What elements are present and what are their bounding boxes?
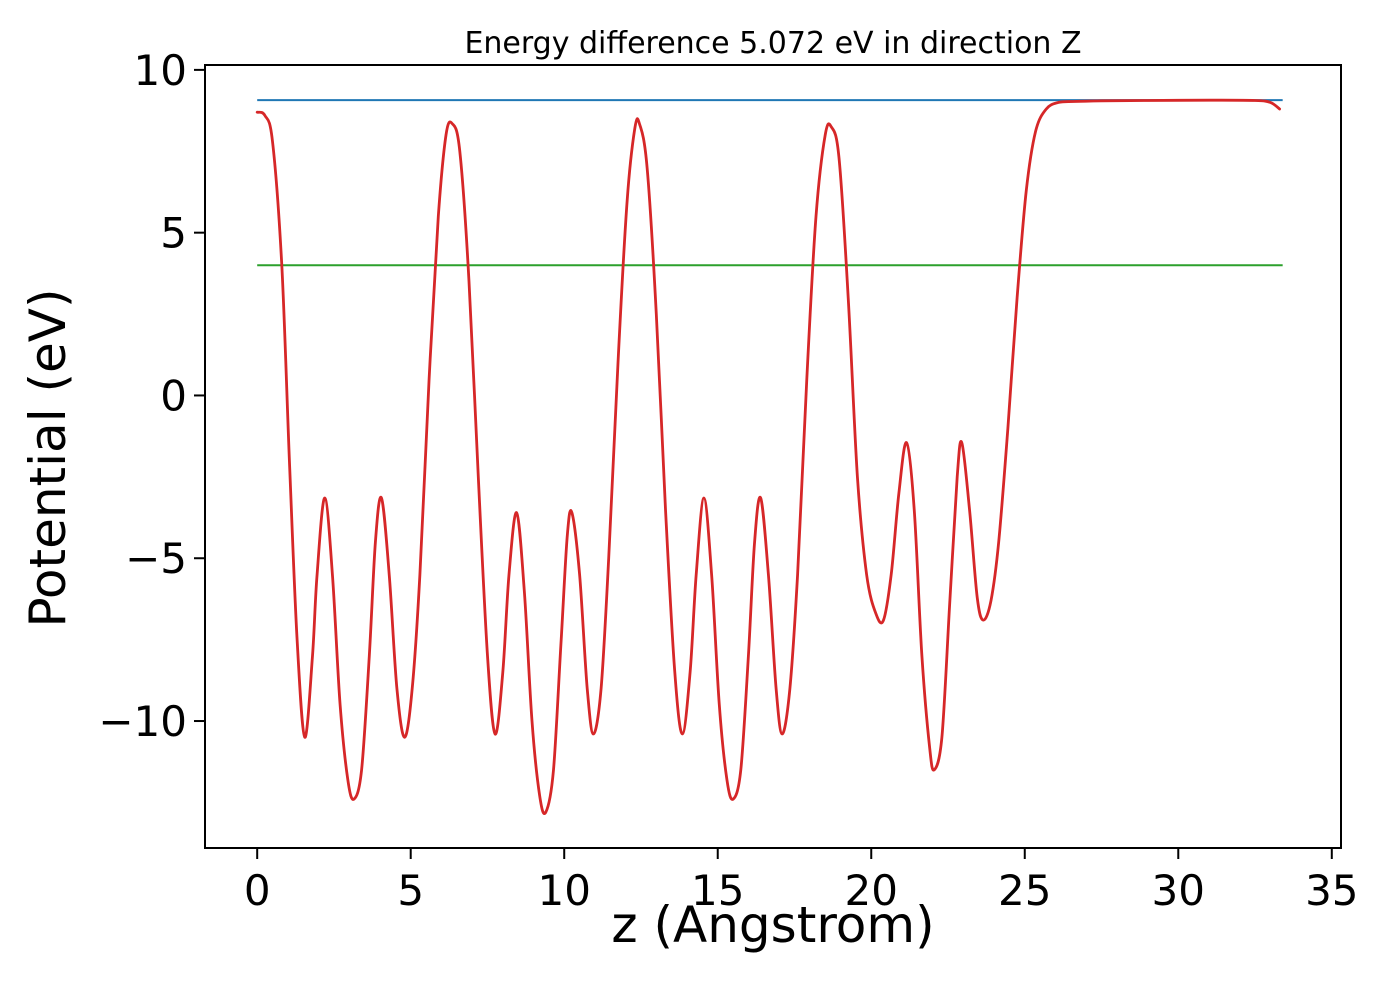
data-layer bbox=[255, 98, 1283, 816]
x-axis-label: z (Angstrom) bbox=[611, 896, 935, 954]
y-tick-label: −5 bbox=[125, 534, 187, 583]
chart-title: Energy difference 5.072 eV in direction … bbox=[464, 26, 1082, 61]
x-axis-ticks: 0 5 10 15 20 25 30 35 bbox=[244, 848, 1359, 915]
y-axis-label: Potential (eV) bbox=[19, 288, 77, 628]
x-tick-label: 20 bbox=[845, 866, 898, 915]
x-tick-label: 35 bbox=[1305, 866, 1358, 915]
y-axis-ticks: −10 −5 0 5 10 bbox=[98, 46, 205, 746]
y-tick-label: −10 bbox=[98, 697, 187, 746]
x-tick-label: 10 bbox=[537, 866, 590, 915]
plot-frame bbox=[204, 64, 1342, 849]
y-tick-label: 10 bbox=[134, 46, 187, 95]
y-tick-label: 0 bbox=[160, 371, 187, 420]
planar-averaged-potential bbox=[255, 98, 1281, 816]
x-tick-label: 25 bbox=[998, 866, 1051, 915]
x-tick-label: 15 bbox=[691, 866, 744, 915]
x-tick-label: 30 bbox=[1152, 866, 1205, 915]
y-tick-label: 5 bbox=[160, 209, 187, 258]
x-tick-label: 0 bbox=[244, 866, 271, 915]
x-tick-label: 5 bbox=[397, 866, 424, 915]
